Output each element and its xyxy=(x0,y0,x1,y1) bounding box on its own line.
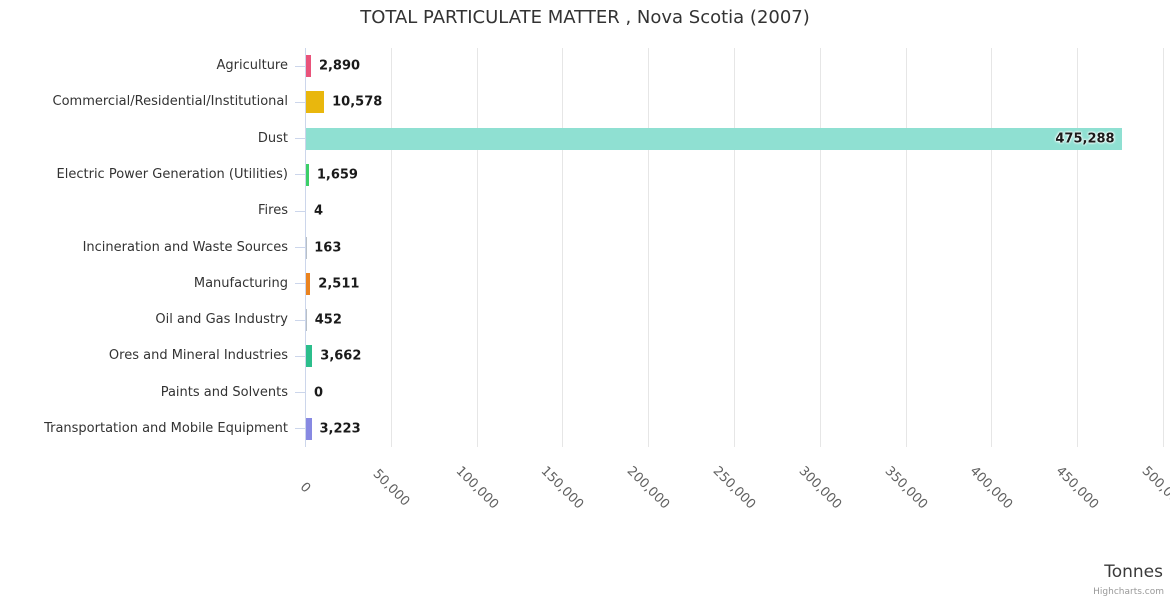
value-label-dust: 475,288 xyxy=(1055,131,1115,147)
value-label-manufacturing: 2,511 xyxy=(318,276,360,292)
x-axis-tick-label: 500,000 xyxy=(1138,463,1170,513)
y-axis-tick xyxy=(295,247,305,248)
category-label-fires: Fires xyxy=(258,203,288,219)
bar-electric-power-generation-utilities[interactable] xyxy=(306,163,309,186)
y-axis-tick xyxy=(295,319,305,321)
x-gridline xyxy=(991,48,993,447)
x-gridline xyxy=(1163,48,1164,447)
category-label-incineration-and-waste-sources: Incineration and Waste Sources xyxy=(82,239,288,255)
y-axis-line xyxy=(305,48,306,447)
value-label-incineration-and-waste-sources: 163 xyxy=(314,240,342,255)
category-label-commercial-residential-institutional: Commercial/Residential/Institutional xyxy=(52,94,289,110)
value-label-transportation-and-mobile-equipment: 3,223 xyxy=(319,421,361,437)
x-axis-tick-label: 150,000 xyxy=(538,463,587,513)
category-label-electric-power-generation-utilities: Electric Power Generation (Utilities) xyxy=(56,166,288,182)
x-axis-tick-label: 450,000 xyxy=(1052,463,1102,513)
highcharts-credits-link[interactable]: Highcharts.com xyxy=(1093,587,1164,597)
x-gridline xyxy=(905,48,907,447)
x-gridline xyxy=(734,48,735,447)
x-axis-tick-label: 400,000 xyxy=(967,463,1016,513)
category-label-paints-and-solvents: Paints and Solvents xyxy=(160,384,288,400)
bar-manufacturing[interactable] xyxy=(306,272,311,295)
y-axis-tick xyxy=(295,101,305,103)
x-axis-tick-label: 50,000 xyxy=(369,466,413,510)
x-axis-title: Tonnes xyxy=(1104,562,1163,582)
y-axis-tick xyxy=(295,65,305,67)
category-label-dust: Dust xyxy=(257,130,288,146)
bar-ores-and-mineral-industries[interactable] xyxy=(306,345,313,368)
x-axis-tick-label: 350,000 xyxy=(881,463,930,513)
y-axis-tick xyxy=(295,210,305,212)
bar-transportation-and-mobile-equipment[interactable] xyxy=(306,417,312,440)
x-gridline xyxy=(1077,48,1079,447)
chart-title: TOTAL PARTICULATE MATTER , Nova Scotia (… xyxy=(360,7,810,28)
x-gridline xyxy=(819,48,821,447)
value-label-paints-and-solvents: 0 xyxy=(314,385,324,401)
value-label-electric-power-generation-utilities: 1,659 xyxy=(316,167,358,183)
y-axis-tick xyxy=(295,428,305,430)
value-label-ores-and-mineral-industries: 3,662 xyxy=(320,348,362,364)
category-label-manufacturing: Manufacturing xyxy=(193,275,288,291)
x-gridline xyxy=(648,48,650,447)
bar-agriculture[interactable] xyxy=(306,55,311,78)
y-axis-tick xyxy=(295,392,305,394)
x-axis-tick-label: 250,000 xyxy=(709,463,759,513)
y-axis-tick xyxy=(295,174,305,176)
x-axis-tick-label: 200,000 xyxy=(623,463,673,513)
value-label-commercial-residential-institutional: 10,578 xyxy=(332,94,383,110)
x-gridline xyxy=(562,48,564,447)
x-axis-tick-label: 0 xyxy=(296,479,314,497)
x-axis-tick-label: 100,000 xyxy=(452,463,501,513)
y-axis-tick xyxy=(295,138,305,140)
y-axis-tick xyxy=(295,355,305,357)
bar-dust[interactable] xyxy=(306,127,1122,150)
category-label-transportation-and-mobile-equipment: Transportation and Mobile Equipment xyxy=(44,420,288,436)
x-gridline xyxy=(476,48,478,447)
bar-oil-and-gas-industry[interactable] xyxy=(306,309,307,332)
value-label-oil-and-gas-industry: 452 xyxy=(314,312,342,328)
x-axis-tick-label: 300,000 xyxy=(795,463,845,513)
category-label-ores-and-mineral-industries: Ores and Mineral Industries xyxy=(108,348,288,364)
value-label-agriculture: 2,890 xyxy=(318,58,361,74)
bar-commercial-residential-institutional[interactable] xyxy=(306,91,325,114)
value-label-fires: 4 xyxy=(314,203,324,219)
category-label-agriculture: Agriculture xyxy=(216,58,289,74)
category-label-oil-and-gas-industry: Oil and Gas Industry xyxy=(155,312,288,328)
x-gridline xyxy=(390,48,392,447)
y-axis-tick xyxy=(295,283,305,285)
